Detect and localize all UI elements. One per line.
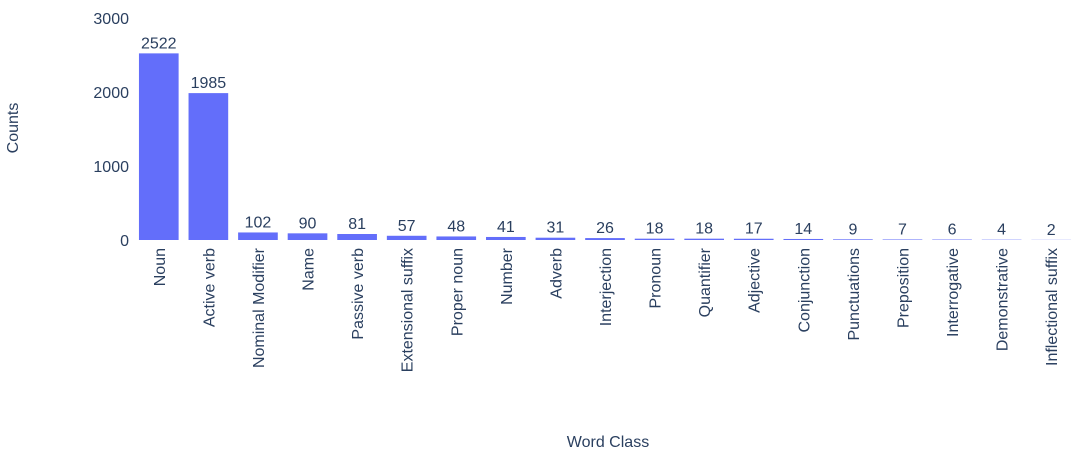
bar (436, 236, 477, 240)
x-tick-label: Number (499, 247, 516, 305)
x-tick-label: Inflectional suffix (1044, 248, 1061, 366)
bar (486, 236, 526, 240)
x-tick-label: Interrogative (945, 248, 962, 337)
bar (733, 238, 774, 240)
data-label: 18 (646, 221, 664, 238)
x-tick-label: Adverb (548, 248, 565, 299)
bar (337, 234, 377, 240)
data-label: 41 (497, 219, 515, 236)
y-axis-title: Counts (5, 103, 22, 154)
data-label: 2 (1047, 222, 1056, 239)
data-label: 17 (745, 221, 763, 238)
data-label: 14 (794, 221, 812, 238)
x-tick-label: Punctuations (846, 248, 863, 341)
x-tick-label: Adjective (747, 248, 764, 313)
data-label: 81 (348, 216, 366, 233)
x-tick-label: Active verb (201, 248, 218, 327)
bar (783, 238, 824, 240)
data-label: 102 (245, 214, 272, 231)
y-tick-label: 1000 (93, 159, 129, 176)
data-label: 18 (695, 221, 713, 238)
data-label: 9 (848, 221, 857, 238)
data-label: 26 (596, 220, 614, 237)
x-tick-label: Name (301, 248, 318, 291)
x-tick-label: Pronoun (648, 248, 665, 309)
bar (138, 53, 179, 240)
x-tick-label: Noun (152, 248, 169, 286)
bar (833, 239, 873, 240)
data-label: 48 (447, 218, 465, 235)
bar (386, 235, 427, 240)
data-label: 2522 (141, 35, 177, 52)
data-label: 57 (398, 218, 416, 235)
y-tick-label: 0 (120, 233, 129, 250)
y-tick-label: 3000 (93, 11, 129, 28)
data-label: 1985 (191, 75, 227, 92)
x-tick-label: Quantifier (697, 247, 714, 317)
x-tick-label: Preposition (895, 248, 912, 328)
x-tick-label: Extensional suffix (400, 248, 417, 372)
bar (287, 233, 328, 240)
data-label: 6 (948, 222, 957, 239)
bar (882, 239, 923, 240)
x-tick-label: Interjection (598, 248, 615, 326)
bar (238, 232, 278, 240)
x-tick-label: Passive verb (350, 248, 367, 340)
data-label: 4 (997, 222, 1006, 239)
data-label: 90 (299, 215, 317, 232)
data-label: 31 (547, 220, 565, 237)
bar (634, 238, 675, 240)
data-label: 7 (898, 221, 907, 238)
bar (188, 93, 229, 240)
bar (684, 238, 724, 240)
x-axis-title: Word Class (567, 434, 649, 451)
y-tick-label: 2000 (93, 85, 129, 102)
x-tick-label: Proper noun (449, 248, 466, 336)
x-tick-label: Nominal Modifier (251, 247, 268, 368)
bar (585, 238, 625, 240)
x-tick-label: Conjunction (796, 248, 813, 333)
x-tick-label: Demonstrative (995, 248, 1012, 351)
bar (535, 237, 576, 240)
